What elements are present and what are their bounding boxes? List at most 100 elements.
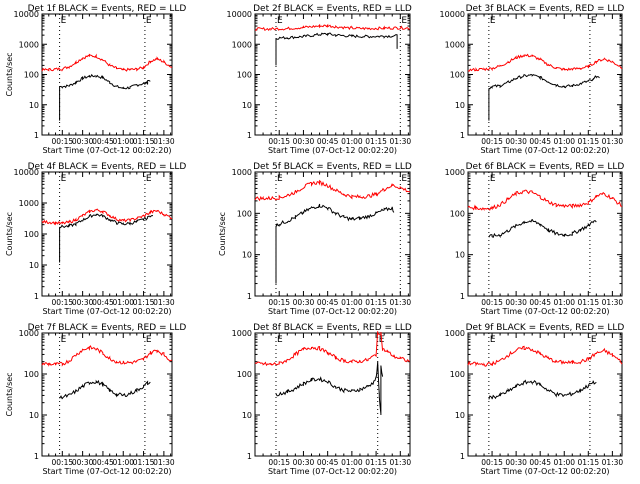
series-lld-line [254,23,411,32]
x-tick-label: 00:30 [293,137,315,146]
series-lld-line [467,345,623,367]
y-tick-label: 10 [29,261,39,270]
x-tick-label: 01:00 [553,298,575,307]
x-axis-label: Start Time (07-Oct-12 00:02:20) [480,146,609,155]
x-tick-label: 00:45 [529,298,551,307]
x-tick-label: 00:15 [52,458,74,467]
panel-title: Det 7f BLACK = Events, RED = LLD [28,323,187,333]
x-tick-label: 01:15 [133,458,155,467]
x-tick-label: 01:30 [153,298,175,307]
event-marker-label: E [277,16,283,26]
y-tick-label: 10 [242,251,252,260]
panel-6: Det 6f BLACK = Events, RED = LLD 1 10 100 10… [445,162,625,316]
plot-frame [467,171,623,297]
y-tick-label: 100 [450,370,465,379]
x-tick-label: 01:00 [112,137,134,146]
x-tick-label: 00:30 [293,298,315,307]
y-tick-label: 1000 [232,329,252,338]
x-tick-label: 00:45 [92,137,114,146]
x-tick-label: 00:15 [52,298,74,307]
panel-2: Det 2f BLACK = Events, RED = LLD 1 10 100 10… [227,4,412,155]
x-tick-label: 00:30 [72,137,94,146]
y-tick-label: 1 [247,131,252,140]
y-tick-label: 100 [237,71,252,80]
y-tick-label: 1 [460,131,465,140]
x-tick-label: 01:30 [390,298,412,307]
x-tick-label: 01:15 [365,458,387,467]
series-events-line [275,32,398,66]
event-marker-label: E [277,174,283,184]
x-axis-label: Start Time (07-Oct-12 00:02:20) [480,307,609,316]
series-events-line [59,379,151,400]
y-tick-label: 1 [460,452,465,461]
panel-title: Det 2f BLACK = Events, RED = LLD [253,4,412,14]
panel-title: Det 3f BLACK = Events, RED = LLD [466,4,625,14]
y-tick-label: 10 [29,101,39,110]
x-tick-label: 00:45 [92,458,114,467]
plot-frame [254,13,411,136]
x-tick-label: 00:15 [268,137,290,146]
y-tick-label: 100 [237,370,252,379]
x-tick-label: 00:15 [52,137,74,146]
panel-title: Det 1f BLACK = Events, RED = LLD [28,4,187,14]
x-tick-label: 01:15 [133,137,155,146]
series-lld-line [467,189,623,212]
panel-title: Det 9f BLACK = Events, RED = LLD [466,323,625,333]
x-tick-label: 01:00 [341,298,363,307]
y-tick-label: 1 [34,131,39,140]
event-marker-label: E [490,335,496,345]
x-tick-label: 01:30 [390,458,412,467]
x-tick-label: 01:30 [153,458,175,467]
series-events-line [59,73,151,121]
x-tick-label: 00:15 [481,298,503,307]
y-tick-label: 1 [34,292,39,301]
x-tick-label: 01:00 [341,458,363,467]
y-tick-label: 1000 [445,168,465,177]
x-tick-label: 01:15 [365,298,387,307]
x-tick-label: 01:15 [578,298,600,307]
x-tick-label: 01:30 [602,458,624,467]
y-tick-label: 1000 [232,168,252,177]
y-tick-label: 100 [237,209,252,218]
panel-3: Det 3f BLACK = Events, RED = LLD 1 10 100 10… [440,4,625,155]
x-tick-label: 00:30 [505,458,527,467]
x-tick-label: 00:30 [505,298,527,307]
y-tick-label: 10 [455,101,465,110]
x-tick-label: 01:30 [602,137,624,146]
x-tick-label: 00:30 [293,458,315,467]
x-tick-label: 00:45 [317,137,339,146]
plot-frame [41,332,173,457]
x-tick-label: 01:00 [341,137,363,146]
series-events-line [488,73,600,121]
y-tick-label: 10 [242,411,252,420]
y-tick-label: 1 [34,452,39,461]
x-tick-label: 01:15 [133,298,155,307]
panel-4: Det 4f BLACK = Events, RED = LLD 1 10 100 10… [5,162,186,316]
event-marker-label: E [146,16,152,26]
panel-9: Det 9f BLACK = Events, RED = LLD 1 10 100 10… [445,323,625,476]
x-tick-label: 01:00 [112,458,134,467]
series-lld-line [254,331,411,367]
y-tick-label: 10 [455,251,465,260]
y-axis-label: Counts/sec [5,212,14,256]
panel-8: Det 8f BLACK = Events, RED = LLD 1 10 100 10… [232,323,412,476]
x-tick-label: 01:30 [390,137,412,146]
y-axis-label: Counts/sec [5,372,14,416]
event-marker-label: E [146,335,152,345]
x-tick-label: 01:30 [602,298,624,307]
series-events-line [59,213,153,263]
x-axis-label: Start Time (07-Oct-12 00:02:20) [42,307,171,316]
event-marker-label: E [401,174,407,184]
y-tick-label: 100 [24,71,39,80]
series-lld-line [41,208,172,226]
y-tick-label: 100 [24,370,39,379]
panel-7: Det 7f BLACK = Events, RED = LLD 1 10 100 10… [5,323,186,476]
x-axis-label: Start Time (07-Oct-12 00:02:20) [268,467,397,476]
series-lld-line [254,179,411,202]
x-tick-label: 00:30 [505,137,527,146]
x-tick-label: 00:15 [268,458,290,467]
panel-5: Det 5f BLACK = Events, RED = LLD 1 10 100 10… [218,162,412,316]
event-marker-label: E [591,174,597,184]
